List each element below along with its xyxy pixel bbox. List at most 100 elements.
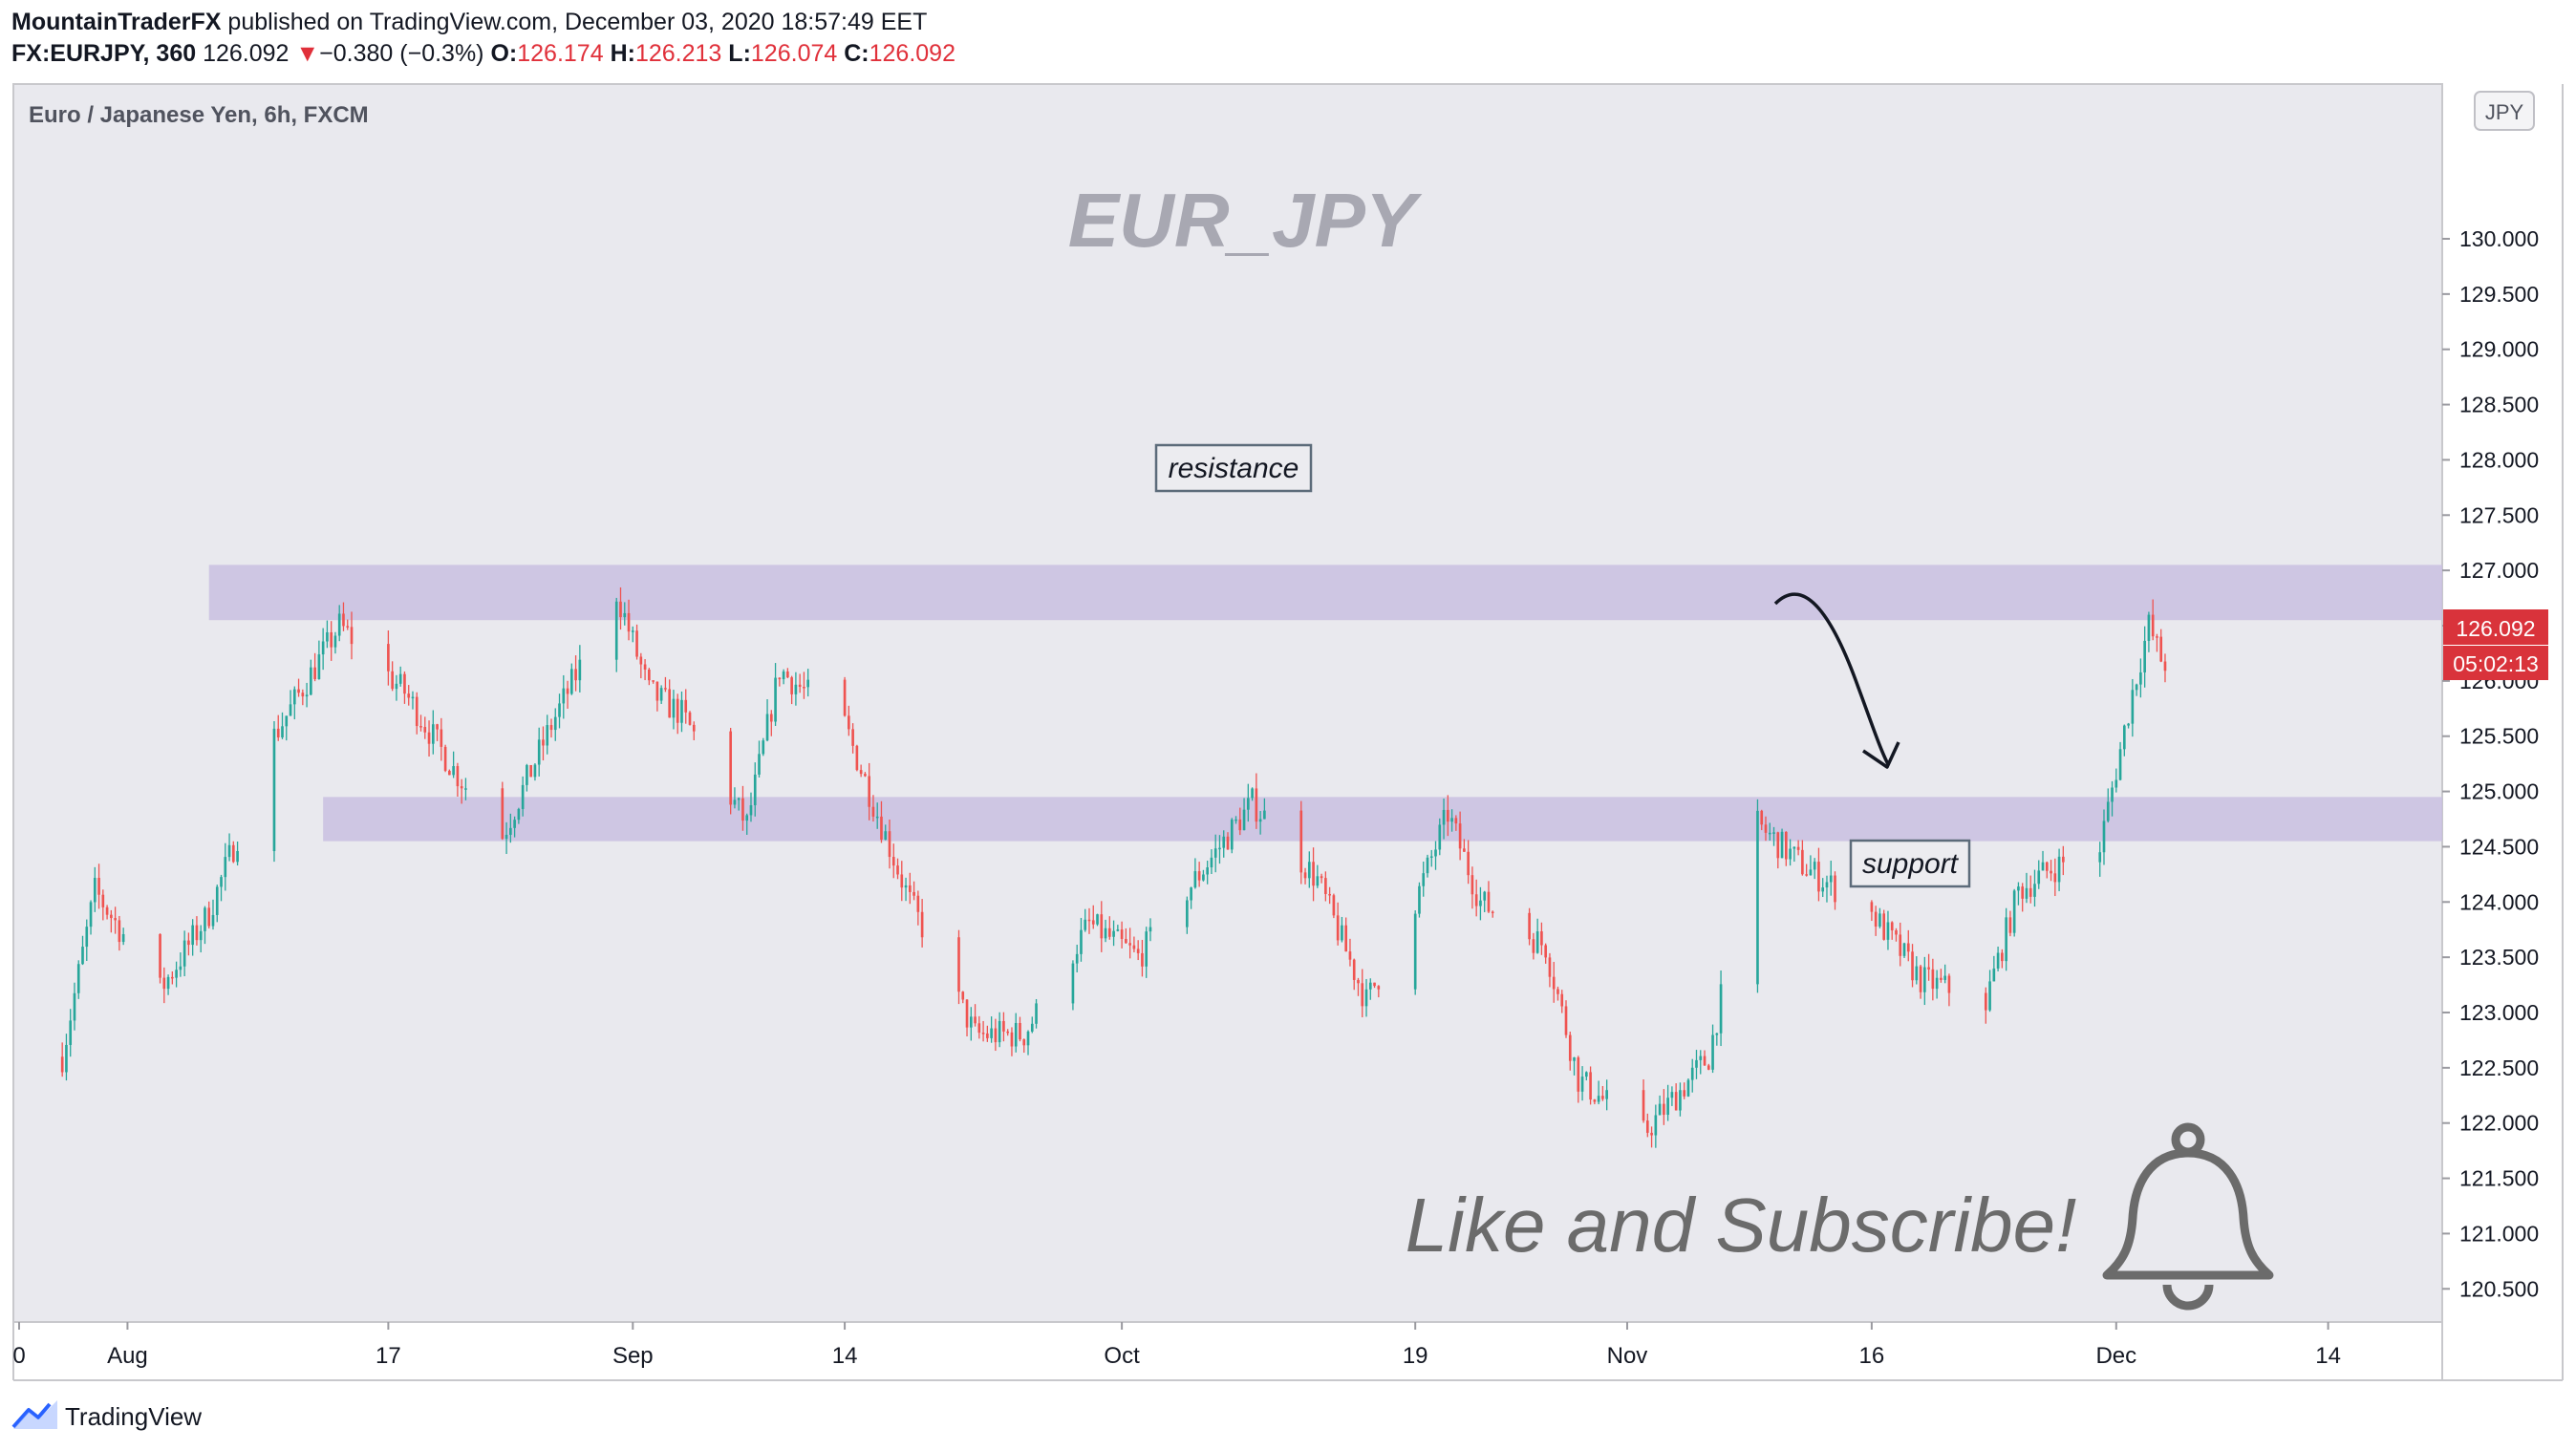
candle-body <box>745 815 749 821</box>
candle-body <box>880 816 883 841</box>
candle-body <box>1071 963 1075 1004</box>
candle-body <box>859 770 863 775</box>
candle-body <box>2159 636 2163 662</box>
publisher-line: MountainTraderFX published on TradingVie… <box>11 8 927 36</box>
currency-badge[interactable] <box>2474 91 2535 131</box>
candle-body <box>1030 1023 1034 1032</box>
candle-body <box>1988 981 1991 1011</box>
candle-body <box>916 895 920 912</box>
candle-body <box>762 740 765 755</box>
candle-body <box>1075 953 1079 964</box>
candle-body <box>207 907 211 927</box>
candle-body <box>676 698 679 723</box>
last-price: 126.092 <box>203 40 290 67</box>
candle-body <box>2143 640 2146 672</box>
candle-body <box>900 874 904 888</box>
candle-body <box>1084 919 1087 930</box>
candle-body <box>566 688 569 694</box>
candle-body <box>1336 915 1340 941</box>
candle-body <box>1650 1132 1653 1136</box>
candle-body <box>105 906 109 915</box>
candle-body <box>464 788 467 790</box>
candle-body <box>317 654 321 680</box>
candle-body <box>1332 895 1336 916</box>
candle-body <box>1772 832 1775 834</box>
candle-body <box>1605 1090 1608 1099</box>
candle-body <box>1026 1031 1030 1046</box>
candle-body <box>1870 902 1874 912</box>
tradingview-footer[interactable]: TradingView <box>11 1397 202 1435</box>
candle-body <box>2127 723 2130 726</box>
candle-body <box>1577 1057 1580 1092</box>
candle-body <box>1193 871 1197 888</box>
candle-body <box>891 857 895 866</box>
candle-body <box>76 964 80 993</box>
candle-body <box>1601 1096 1604 1099</box>
candle-body <box>1642 1090 1645 1121</box>
candle-body <box>1780 831 1784 859</box>
candle-body <box>276 728 280 737</box>
candle-body <box>659 688 663 701</box>
candle-body <box>333 635 337 648</box>
candle-body <box>688 712 692 725</box>
support-zone <box>323 797 2442 842</box>
candle-body <box>1878 913 1881 928</box>
bell-icon <box>2102 1122 2274 1311</box>
price-axis[interactable]: 130.000 129.500 129.000 128.500 128.000 127.5… <box>2442 226 2539 1301</box>
candle-body <box>1148 927 1152 932</box>
candle-body <box>786 671 789 678</box>
candle-body <box>1902 943 1906 956</box>
candle-body <box>1002 1020 1005 1032</box>
author-name[interactable]: MountainTraderFX <box>11 9 222 35</box>
resistance-label: resistance <box>1169 453 1299 484</box>
candle-body <box>175 970 178 978</box>
candle-body <box>1679 1090 1682 1111</box>
candle-body <box>1014 1023 1018 1047</box>
candle-body <box>920 911 924 938</box>
candle-body <box>1226 836 1230 850</box>
candle-body <box>301 693 305 697</box>
candle-body <box>794 684 798 694</box>
candle-body <box>749 805 753 816</box>
candle-body <box>1230 820 1234 850</box>
candle-body <box>851 729 854 746</box>
candle-body <box>60 1056 64 1073</box>
candle-body <box>1112 930 1115 937</box>
countdown-tag <box>2443 646 2548 680</box>
candle-body <box>1784 831 1788 860</box>
candle-body <box>741 798 744 821</box>
candle-body <box>549 725 553 731</box>
candle-body <box>1528 912 1531 940</box>
candle-body <box>93 878 97 903</box>
candle-body <box>1197 871 1201 881</box>
candle-body <box>199 930 203 941</box>
candle-body <box>986 1033 989 1038</box>
candle-body <box>2102 821 2106 853</box>
candle-body <box>415 696 419 727</box>
candle-body <box>1344 925 1348 952</box>
like-subscribe-text: Like and Subscribe! <box>1406 1183 2077 1268</box>
candle-body <box>1096 914 1099 925</box>
price-tick-label: 130.000 <box>2459 226 2539 251</box>
candle-body <box>1080 929 1083 954</box>
price-tick-label: 127.000 <box>2459 558 2539 583</box>
candle-body <box>1145 931 1148 967</box>
plot-area[interactable] <box>12 83 2443 1323</box>
candle-body <box>297 689 300 693</box>
candle-body <box>729 731 732 805</box>
candle-body <box>1564 1006 1568 1035</box>
candle-body <box>387 644 390 672</box>
candle-body <box>643 664 647 670</box>
candle-body <box>1377 986 1381 990</box>
candle-body <box>912 891 915 896</box>
candle-body <box>969 1016 973 1028</box>
candle-body <box>904 885 908 888</box>
candle-body <box>1589 1072 1592 1100</box>
candle-body <box>990 1028 993 1038</box>
candle-body <box>1809 869 1813 876</box>
candle-body <box>166 976 170 990</box>
candle-body <box>908 885 912 892</box>
time-axis[interactable]: 0Aug17Sep14Oct19Nov16Dec14202118 <box>12 1322 2576 1369</box>
candle-body <box>1796 846 1800 850</box>
